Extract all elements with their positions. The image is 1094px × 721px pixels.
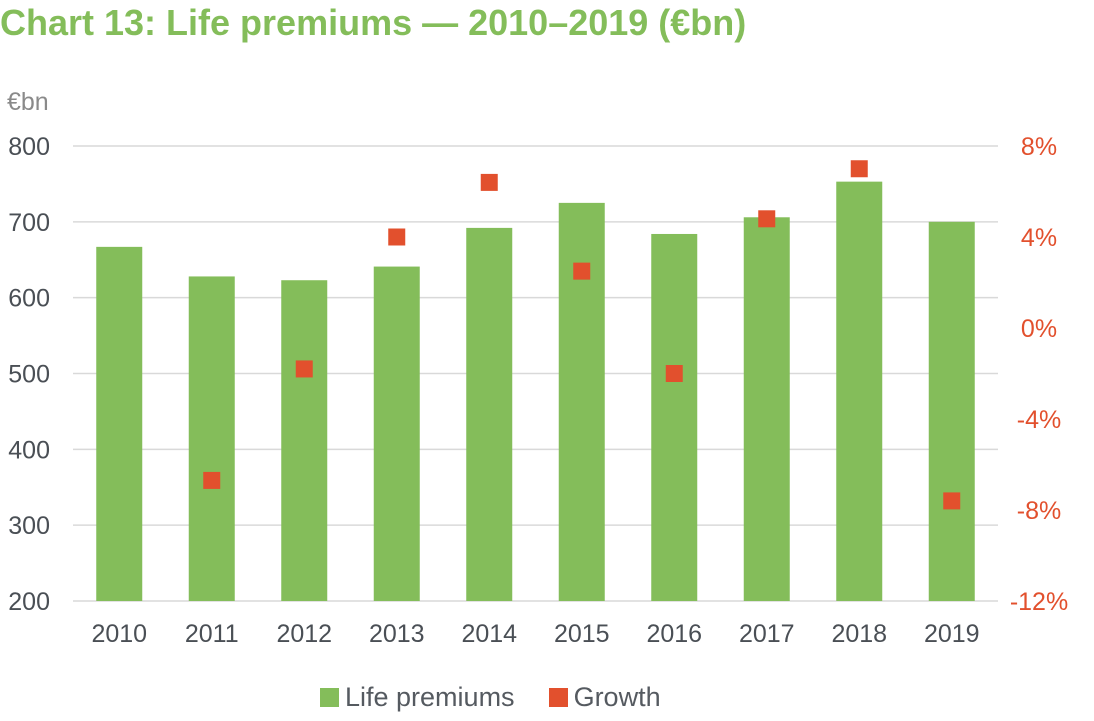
legend-item-growth: Growth: [548, 682, 661, 713]
bar: [928, 221, 975, 602]
growth-point: [573, 262, 591, 280]
y2-tick-label: 4%: [1021, 224, 1057, 252]
legend-swatch-bar: [320, 688, 339, 707]
bar: [558, 202, 605, 601]
growth-point: [480, 173, 498, 191]
y-tick-label: 200: [8, 588, 50, 616]
growth-point: [943, 492, 961, 510]
x-tick-label: 2013: [369, 620, 425, 648]
x-tick-label: 2018: [831, 620, 887, 648]
x-tick-label: 2019: [924, 620, 980, 648]
x-tick-label: 2015: [554, 620, 610, 648]
growth-point: [203, 471, 221, 489]
y-tick-label: 800: [8, 133, 50, 161]
bar: [466, 227, 513, 601]
growth-point: [758, 210, 776, 228]
y2-tick-label: 0%: [1021, 315, 1057, 343]
x-tick-label: 2011: [185, 620, 239, 648]
growth-point: [665, 365, 683, 382]
legend-swatch-growth: [548, 688, 568, 707]
bar: [281, 280, 328, 601]
x-tick-label: 2012: [276, 620, 332, 648]
x-tick-label: 2010: [91, 620, 147, 648]
growth-point: [388, 228, 406, 246]
left-axis-ticks: 200 300 400 500 600 700 800: [8, 133, 50, 616]
y2-tick-label: -8%: [1017, 497, 1061, 525]
legend-item-life-premiums: Life premiums: [320, 682, 515, 713]
chart-title: Chart 13: Life premiums — 2010–2019 (€bn…: [0, 2, 747, 43]
y2-tick-label: -12%: [1010, 588, 1068, 616]
growth-point: [295, 360, 313, 378]
legend-label-growth: Growth: [573, 682, 661, 712]
x-tick-label: 2017: [739, 620, 795, 648]
x-tick-label: 2014: [461, 620, 517, 648]
y-tick-label: 300: [8, 512, 50, 540]
x-axis-ticks: 2010 2011 2012 2013 2014 2015 2016 2017 2018 2019: [91, 620, 979, 648]
y-tick-label: 600: [8, 285, 50, 313]
bar: [651, 233, 698, 601]
chart-svg: €bn 200 300 400 500 600 700 800 -12% -8% -4% 0% 4%…: [7, 88, 1068, 648]
growth-point: [850, 160, 868, 178]
x-tick-label: 2016: [646, 620, 702, 648]
right-axis-ticks: -12% -8% -4% 0% 4% 8%: [1010, 133, 1068, 616]
growth-points-group: [203, 160, 961, 510]
y2-tick-label: 8%: [1021, 133, 1057, 161]
y-tick-label: 700: [8, 209, 50, 237]
bar: [743, 217, 790, 602]
bar: [96, 246, 143, 601]
y2-tick-label: -4%: [1017, 406, 1061, 434]
y-tick-label: 500: [8, 361, 50, 389]
legend-label-life-premiums: Life premiums: [345, 682, 515, 712]
bar: [373, 266, 420, 601]
bar: [188, 276, 235, 601]
bar: [836, 181, 883, 601]
y-unit-label: €bn: [7, 88, 49, 116]
bars-group: [96, 181, 975, 602]
legend: Life premiums Growth: [320, 682, 695, 713]
y-tick-label: 400: [8, 436, 50, 464]
